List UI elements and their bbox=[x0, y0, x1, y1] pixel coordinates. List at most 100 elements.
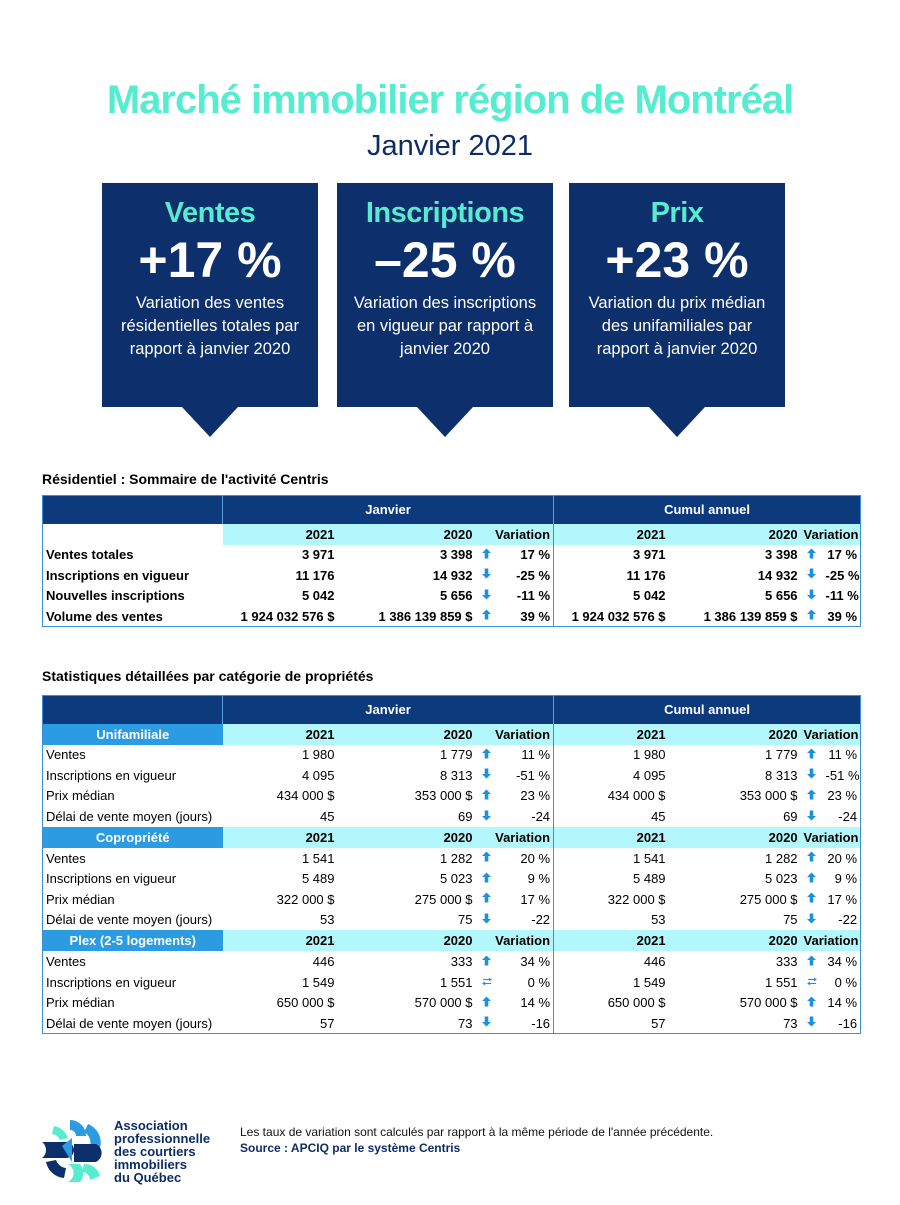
callout-value: –25 % bbox=[374, 232, 516, 288]
cell: 53 bbox=[320, 912, 335, 928]
category-heading: Unifamiliale bbox=[42, 723, 223, 745]
arrow-up-icon bbox=[801, 889, 823, 910]
cell: -51 % bbox=[516, 767, 551, 783]
row-label: Délai de vente moyen (jours) bbox=[46, 912, 213, 928]
cell: 17 % bbox=[520, 891, 551, 907]
arrow-up-icon bbox=[476, 545, 498, 566]
callout-prix: Prix +23 % Variation du prix médian des … bbox=[569, 183, 785, 437]
cell: 1 551 bbox=[439, 974, 473, 990]
cell: -25 % bbox=[825, 567, 860, 583]
group-janvier: Janvier bbox=[221, 495, 554, 524]
callout-title: Prix bbox=[650, 197, 704, 229]
cell: -24 bbox=[838, 809, 858, 825]
cell: 5 042 bbox=[301, 588, 335, 604]
callout-inscriptions: Inscriptions –25 % Variation des inscrip… bbox=[337, 183, 553, 437]
cell: -22 bbox=[838, 912, 858, 928]
cell: 4 095 bbox=[301, 767, 335, 783]
cell: -16 bbox=[531, 1015, 551, 1031]
callout-value: +23 % bbox=[605, 232, 749, 288]
callout-value: +17 % bbox=[138, 232, 282, 288]
table-row: Volume des ventes 1 924 032 576 $ 1 386 13… bbox=[43, 606, 861, 627]
cell: 5 656 bbox=[765, 588, 798, 604]
row-label: Délai de vente moyen (jours) bbox=[46, 809, 213, 825]
cell: -51 % bbox=[825, 767, 860, 783]
cell: -22 bbox=[531, 912, 551, 928]
cell: 14 % bbox=[520, 995, 551, 1011]
cell: 9 % bbox=[834, 871, 858, 887]
arrow-up-icon bbox=[801, 745, 823, 766]
row-label: Prix médian bbox=[46, 891, 115, 907]
table-row: Ventes totales 3 971 3 398 17 % 3 971 3 398 17… bbox=[43, 544, 861, 566]
cell: 4 095 bbox=[553, 765, 669, 786]
arrow-up-icon bbox=[801, 786, 823, 807]
table1-title: Résidentiel : Sommaire de l'activité Cen… bbox=[42, 471, 329, 487]
cell: -24 bbox=[531, 809, 551, 825]
cell: 75 bbox=[783, 912, 798, 928]
apciq-logo bbox=[42, 1120, 102, 1182]
footnote: Les taux de variation sont calculés par … bbox=[240, 1125, 714, 1139]
cell: 570 000 $ bbox=[739, 995, 798, 1011]
cell: 353 000 $ bbox=[414, 788, 473, 804]
cell: 14 932 bbox=[757, 567, 798, 583]
cell: 1 549 bbox=[301, 974, 335, 990]
table-row: Ventes 446 333 34 % 446 333 34 % bbox=[43, 951, 861, 972]
cell: 434 000 $ bbox=[276, 788, 335, 804]
row-label: Ventes bbox=[46, 850, 86, 866]
cell: 333 bbox=[450, 954, 473, 970]
cell: 73 bbox=[783, 1015, 798, 1031]
cell: 353 000 $ bbox=[739, 788, 798, 804]
arrow-down-icon bbox=[476, 586, 498, 607]
table-row: Délai de vente moyen (jours) 45 69 -24 45 69-… bbox=[43, 806, 861, 827]
cell: 5 489 bbox=[301, 871, 335, 887]
logo-text: Association professionnelle des courtier… bbox=[114, 1118, 211, 1185]
cell: 275 000 $ bbox=[414, 891, 473, 907]
arrow-up-icon bbox=[476, 868, 498, 889]
cell: -11 % bbox=[825, 588, 859, 604]
cell: 0 % bbox=[527, 974, 551, 990]
row-label: Inscriptions en vigueur bbox=[46, 767, 177, 783]
cell: 57 bbox=[553, 1013, 669, 1034]
cell: -11 % bbox=[516, 588, 551, 604]
arrow-up-icon bbox=[476, 786, 498, 807]
cell: 570 000 $ bbox=[414, 995, 473, 1011]
page-subtitle: Janvier 2021 bbox=[366, 130, 534, 162]
row-label: Ventes bbox=[46, 747, 86, 763]
table-row: Prix médian 434 000 $353 000 $23 % 434 000… bbox=[43, 785, 861, 807]
cell: 14 % bbox=[827, 995, 858, 1011]
table-row: Inscriptions en vigueur 11 176 14 932 -25 %… bbox=[43, 565, 861, 586]
cell: 8 313 bbox=[439, 767, 473, 783]
table-row: Inscriptions en vigueur 5 489 5 023 9 % 5 48… bbox=[43, 868, 861, 890]
cell: 5 023 bbox=[439, 871, 473, 887]
column-header-row: Unifamiliale 2021 2020 Variation 2021 2020 V… bbox=[42, 723, 861, 745]
column-header-row: 2021 2020 Variation 2021 2020 Variation bbox=[42, 523, 861, 545]
cell: 3 971 bbox=[553, 544, 669, 566]
row-label: Volume des ventes bbox=[46, 608, 163, 624]
cell: 5 023 bbox=[765, 871, 798, 887]
group-cumul: Cumul annuel bbox=[553, 695, 861, 724]
detail-table: Janvier Cumul annuel Unifamiliale 2021 2020… bbox=[42, 695, 862, 1035]
arrow-down-icon bbox=[476, 565, 498, 586]
cell: 9 % bbox=[527, 871, 551, 887]
cell: 333 bbox=[775, 954, 798, 970]
column-header-row: Plex (2-5 logements) 2021 2020 Variation 2… bbox=[42, 930, 861, 952]
arrow-flat-icon bbox=[801, 972, 823, 993]
table-row: Inscriptions en vigueur 1 549 1 551 0 % 1 54… bbox=[43, 971, 861, 993]
row-label: Inscriptions en vigueur bbox=[46, 974, 177, 990]
arrow-up-icon bbox=[476, 992, 498, 1013]
column-header-row: Copropriété 2021 2020 Variation 2021 2020 Va… bbox=[42, 826, 861, 848]
cell: 1 779 bbox=[765, 747, 798, 763]
cell: 34 % bbox=[520, 954, 551, 970]
table-row: Délai de vente moyen (jours) 53 75 -22 53 75-… bbox=[43, 909, 861, 931]
cell: 39 % bbox=[520, 608, 551, 624]
arrow-up-icon bbox=[476, 606, 498, 627]
group-header-row: Janvier Cumul annuel bbox=[42, 695, 861, 724]
category-heading: Copropriété bbox=[42, 826, 223, 848]
cell: 275 000 $ bbox=[739, 891, 798, 907]
cell: 69 bbox=[458, 809, 473, 825]
cell: 1 924 032 576 $ bbox=[240, 608, 335, 624]
cell: 3 398 bbox=[765, 547, 798, 563]
callout-desc: Variation des ventes résidentielles tota… bbox=[121, 294, 299, 358]
cell: 322 000 $ bbox=[553, 889, 669, 910]
group-janvier: Janvier bbox=[221, 695, 554, 724]
cell: 1 551 bbox=[765, 974, 798, 990]
